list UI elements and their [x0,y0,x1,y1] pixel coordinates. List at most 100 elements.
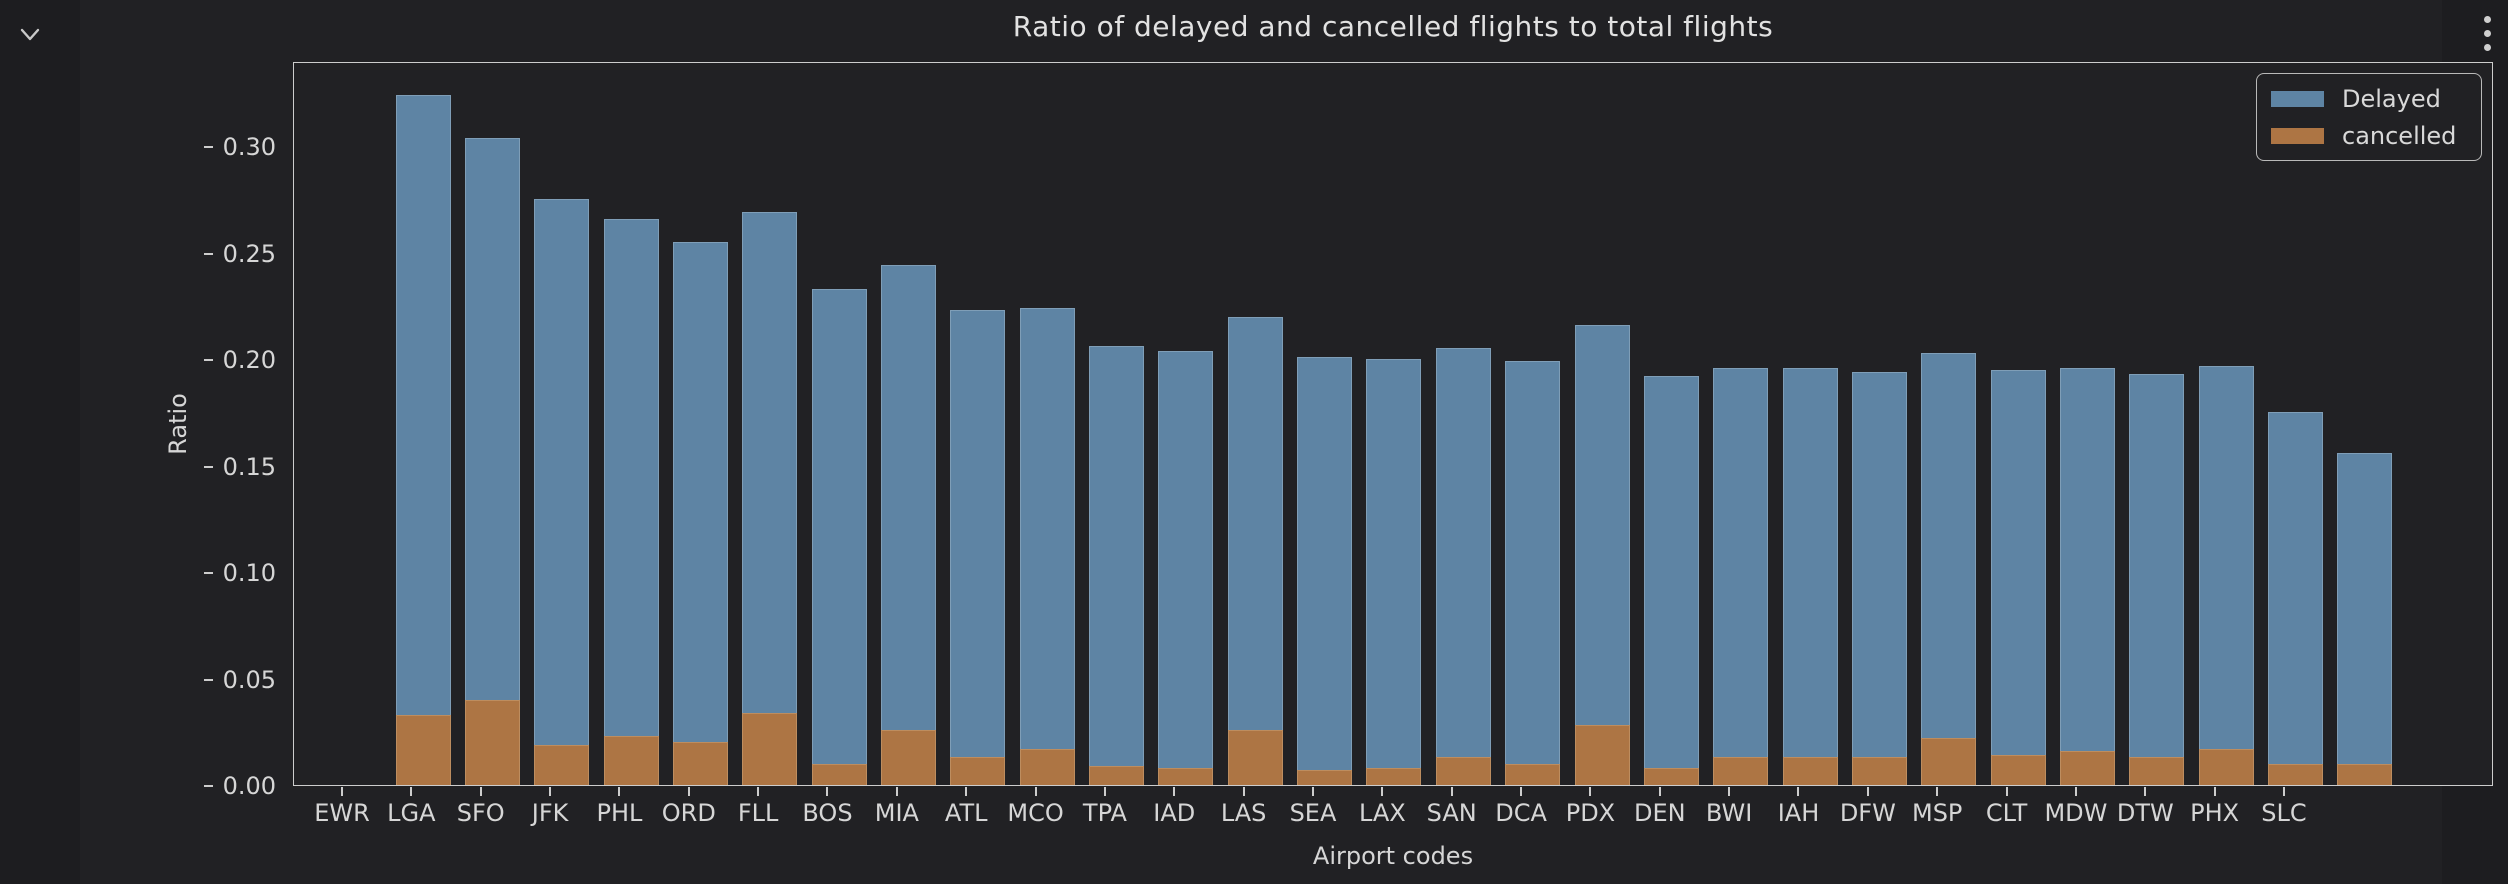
x-tick-mark [826,787,829,796]
x-tick-mark [1728,787,1731,796]
x-tick-label-MCO: MCO [1007,799,1064,827]
x-tick-label-MDW: MDW [2044,799,2108,827]
x-tick-label-DTW: DTW [2116,799,2174,827]
x-tick-label-LGA: LGA [387,799,436,827]
x-tick-label-BWI: BWI [1705,799,1753,827]
bar-delayed-SEA [1366,359,1422,785]
bar-delayed-IAD [1227,316,1283,785]
legend-label-cancelled: cancelled [2342,121,2457,150]
y-tick-label-0.25: 0.25 [222,239,276,268]
bar-delayed-DFW [1921,352,1977,785]
bar-cancelled-PHX [2268,763,2324,785]
bar-delayed-PHX [2268,412,2324,785]
bar-delayed-DEN [1713,367,1769,785]
bar-cancelled-CLT [2060,750,2116,785]
chart-title: Ratio of delayed and cancelled flights t… [1012,10,1774,43]
bar-cancelled-DCA [1574,725,1630,785]
x-tick-mark [549,787,552,796]
x-tick-label-PHL: PHL [596,799,643,827]
x-tick-label-IAD: IAD [1153,799,1196,827]
x-tick-mark [1658,787,1661,796]
menu-dot [2483,29,2491,37]
x-tick-mark [1450,787,1453,796]
legend-label-delayed: Delayed [2342,84,2441,113]
bar-delayed-MSP [1990,369,2046,785]
x-tick-mark [1242,787,1245,796]
kebab-menu-icon[interactable] [2472,6,2502,60]
bar-delayed-MCO [1089,346,1145,785]
x-tick-label-MIA: MIA [874,799,919,827]
x-tick-label-DEN: DEN [1633,799,1686,827]
menu-dot [2483,15,2491,23]
x-tick-label-SFO: SFO [456,799,505,827]
bar-cancelled-LGA [464,699,520,785]
legend-swatch-delayed [2271,90,2324,107]
bar-cancelled-DEN [1713,757,1769,785]
x-tick-mark [2213,787,2216,796]
x-tick-label-PDX: PDX [1565,799,1616,827]
x-tick-mark [1034,787,1037,796]
x-tick-label-CLT: CLT [1985,799,2028,827]
bar-delayed-PHL [672,242,728,785]
bar-cancelled-DTW [2198,748,2254,785]
plot-area [293,62,2493,786]
x-tick-mark [1520,787,1523,796]
bar-delayed-FLL [811,288,867,785]
x-tick-label-FLL: FLL [737,799,779,827]
x-axis-label: Airport codes [1312,842,1474,870]
legend-row-cancelled: cancelled [2271,122,2467,150]
bar-cancelled-IAH [1851,757,1907,785]
bar-delayed-TPA [1158,350,1214,785]
x-tick-label-PHX: PHX [2190,799,2240,827]
x-tick-label-TPA: TPA [1082,799,1127,827]
bar-cancelled-MSP [1990,755,2046,785]
y-tick-label-0.00: 0.00 [222,772,276,800]
bar-delayed-SAN [1505,361,1561,785]
y-tick-mark [204,252,213,255]
bar-cancelled-DFW [1921,738,1977,785]
bar-cancelled-FLL [811,763,867,785]
y-tick-mark [204,359,213,362]
bar-cancelled-LAX [1435,757,1491,785]
x-tick-mark [410,787,413,796]
x-tick-mark [687,787,690,796]
x-tick-mark [341,787,343,796]
y-tick-label-0.05: 0.05 [222,665,276,694]
x-tick-label-SLC: SLC [2261,799,2307,827]
x-tick-mark [2282,787,2285,796]
x-tick-mark [1797,787,1800,796]
legend: Delayed cancelled [2256,73,2482,161]
bar-cancelled-PDX [1643,767,1699,785]
bar-cancelled-TPA [1158,767,1214,785]
y-tick-mark [204,785,213,787]
bar-cancelled-EWR [395,714,451,785]
bar-cancelled-SLC [2337,763,2393,785]
x-tick-mark [2005,787,2008,796]
x-tick-mark [965,787,968,796]
bar-cancelled-JFK [603,736,659,785]
bar-delayed-EWR [395,95,451,785]
bar-cancelled-IAD [1227,729,1283,785]
bar-cancelled-MDW [2129,757,2185,785]
bar-delayed-IAH [1851,371,1907,785]
y-tick-label-0.30: 0.30 [222,133,276,162]
bar-delayed-LGA [464,137,520,785]
chevron-down-icon[interactable] [12,16,48,52]
x-tick-mark [757,787,760,796]
legend-row-delayed: Delayed [2271,85,2467,113]
menu-dot [2483,43,2491,51]
bar-delayed-ORD [742,212,798,785]
bar-cancelled-MCO [1089,765,1145,785]
bar-delayed-DTW [2198,365,2254,785]
bar-cancelled-SAN [1505,763,1561,785]
x-tick-mark [1936,787,1939,796]
x-tick-mark [2144,787,2147,796]
x-tick-mark [1173,787,1176,796]
x-tick-label-DCA: DCA [1495,799,1547,827]
bar-delayed-SLC [2337,452,2393,785]
x-tick-label-IAH: IAH [1777,799,1820,827]
bar-cancelled-ATL [1019,748,1075,785]
x-tick-label-DFW: DFW [1839,799,1896,827]
y-tick-label-0.10: 0.10 [222,559,276,588]
